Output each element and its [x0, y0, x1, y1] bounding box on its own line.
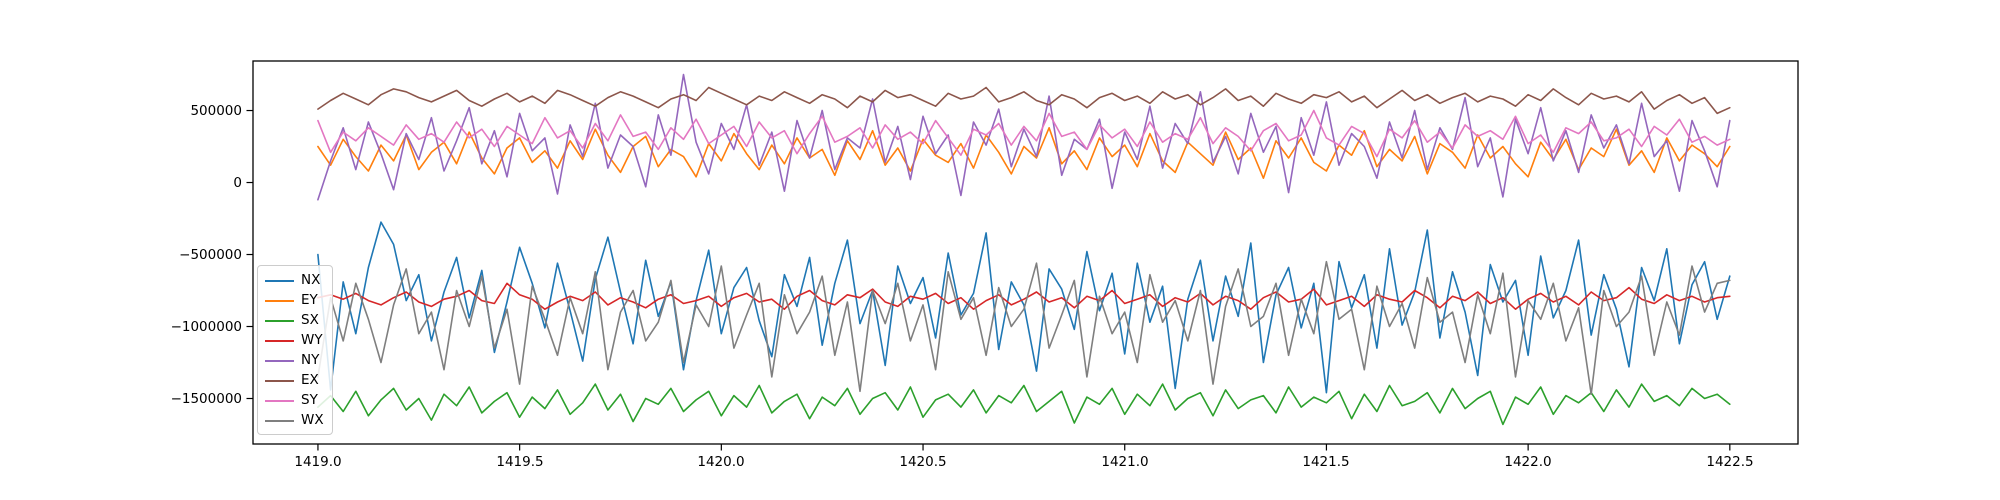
legend-label: SY	[301, 392, 318, 409]
x-tick-label: 1422.5	[1706, 454, 1753, 470]
x-tick-label: 1420.5	[899, 454, 946, 470]
y-tick-label: 0	[233, 175, 242, 191]
legend-entry-ex: EX	[265, 371, 326, 391]
series-line-sy	[317, 109, 1731, 158]
x-tick-label: 1422.0	[1504, 454, 1551, 470]
legend-label: SX	[301, 312, 319, 329]
legend-line-swatch	[265, 299, 294, 303]
x-tick-label: 1419.0	[294, 454, 341, 470]
y-tick-label: −1500000	[171, 391, 242, 407]
y-tick-label: 500000	[190, 103, 242, 119]
legend-label: WX	[301, 412, 324, 429]
legend-line-swatch	[265, 379, 294, 383]
y-tick-label: −1000000	[171, 319, 242, 335]
legend-entry-ey: EY	[265, 291, 326, 311]
legend-entry-sy: SY	[265, 391, 326, 411]
x-axis-tick-labels: 1419.0 1419.5 1420.0 1420.5 1421.0 1421.…	[294, 454, 1753, 470]
series-line-wx	[317, 260, 1731, 396]
x-tick-label: 1421.5	[1302, 454, 1349, 470]
legend-entry-wy: WY	[265, 331, 326, 351]
x-tick-label: 1420.0	[697, 454, 744, 470]
y-axis-tick-labels: 500000 0 −500000 −1000000 −1500000	[171, 103, 242, 407]
x-tick-label: 1419.5	[496, 454, 543, 470]
legend-line-swatch	[265, 419, 294, 423]
legend-label: EX	[301, 372, 319, 389]
legend: NX EY SX WY NY EX SY WX	[257, 265, 333, 435]
series-lines	[317, 73, 1731, 426]
legend-line-swatch	[265, 279, 294, 283]
legend-line-swatch	[265, 339, 294, 343]
legend-label: NY	[301, 352, 320, 369]
series-line-ny	[317, 73, 1731, 201]
series-line-ey	[317, 127, 1731, 179]
legend-entry-nx: NX	[265, 271, 326, 291]
legend-line-swatch	[265, 359, 294, 363]
legend-entry-sx: SX	[265, 311, 326, 331]
series-line-ex	[317, 86, 1731, 115]
plot-border	[252, 60, 1799, 445]
legend-label: EY	[301, 292, 318, 309]
tick-marks	[246, 109, 1731, 451]
legend-label: NX	[301, 272, 321, 289]
legend-label: WY	[301, 332, 323, 349]
x-tick-label: 1421.0	[1101, 454, 1148, 470]
series-line-wy	[317, 282, 1731, 311]
legend-line-swatch	[265, 319, 294, 323]
legend-entry-ny: NY	[265, 351, 326, 371]
series-line-sx	[317, 383, 1731, 426]
y-tick-label: −500000	[179, 247, 242, 263]
series-line-nx	[317, 221, 1731, 394]
legend-entry-wx: WX	[265, 411, 326, 431]
legend-line-swatch	[265, 399, 294, 403]
